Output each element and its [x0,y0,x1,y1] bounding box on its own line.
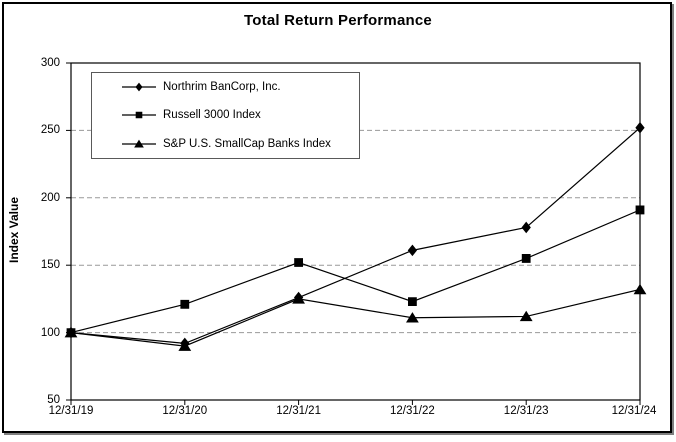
x-axis-tick-label: 12/31/22 [390,405,435,417]
triangle-data-point-marker [633,283,647,295]
chart-legend: Northrim BanCorp, Inc. Russell 3000 Index… [91,72,360,159]
x-axis-tick-label: 12/31/24 [611,405,657,417]
x-axis-tick-label: 12/31/20 [162,405,208,417]
x-axis-tick-label: 12/31/19 [48,405,94,417]
diamond-data-point-marker [635,121,645,134]
square-data-point-marker [294,258,303,267]
legend-item-label: Northrim BanCorp, Inc. [163,81,281,94]
legend-item-label: S&P U.S. SmallCap Banks Index [163,137,331,150]
y-axis-tick-label: 250 [40,124,60,137]
square-marker-icon [122,112,156,119]
y-axis-tick-label: 50 [47,394,60,406]
square-data-point-marker [521,254,531,263]
series-line-1 [70,209,641,334]
legend-item-label: Russell 3000 Index [163,109,261,122]
diamond-marker-icon [122,82,156,92]
diamond-data-point-marker [293,291,304,304]
plot-border [70,62,641,401]
x-axis-tick-label: 12/31/23 [503,405,549,417]
y-axis-tick-label: 100 [40,326,60,339]
y-axis-title: Index Value [7,196,21,264]
plot-area [64,62,647,405]
y-axis-tick-label: 200 [40,191,60,204]
triangle-data-point-marker [519,310,533,322]
series-line-2 [70,288,641,347]
y-axis-tick-label: 300 [40,57,60,69]
square-data-point-marker [635,205,645,215]
square-data-point-marker [408,297,417,306]
diamond-data-point-marker [521,221,531,234]
legend-item: S&P U.S. SmallCap Banks Index [122,138,359,150]
diamond-data-point-marker [66,326,76,339]
y-axis-tick-label: 150 [40,259,60,272]
series-line-0 [70,127,641,344]
chart-title: Total Return Performance [244,12,432,29]
x-axis-tick-label: 12/31/21 [276,405,321,417]
diamond-data-point-marker [407,244,418,257]
square-data-point-marker [180,299,190,309]
legend-item: Russell 3000 Index [122,109,359,121]
triangle-marker-icon [122,139,156,148]
diamond-data-point-marker [180,337,190,350]
triangle-data-point-marker [406,312,419,323]
legend-item: Northrim BanCorp, Inc. [122,81,359,93]
